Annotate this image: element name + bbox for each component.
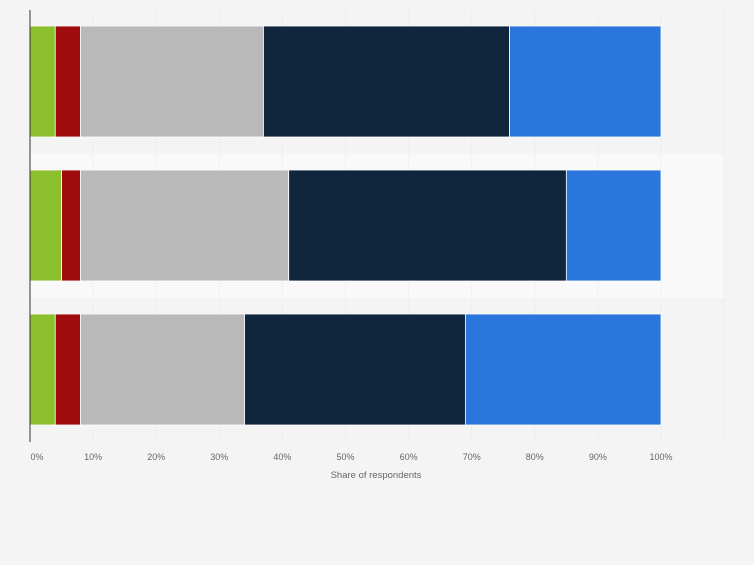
bar-segment [288, 169, 567, 282]
x-tick-label: 80% [526, 452, 544, 462]
bars [29, 25, 662, 426]
bar-segment [29, 313, 56, 426]
bar-segment [29, 25, 56, 138]
x-axis-title: Share of respondents [331, 470, 422, 481]
bar-segment [244, 313, 466, 426]
x-tick-label: 30% [210, 452, 228, 462]
bar-segment [80, 169, 290, 282]
bar-segment [80, 313, 245, 426]
x-tick-label: 70% [463, 452, 481, 462]
x-tick-label: 50% [336, 452, 354, 462]
x-tick-label: 20% [147, 452, 165, 462]
bar-segment [509, 25, 662, 138]
bar-segment [263, 25, 510, 138]
bar-segment [54, 313, 81, 426]
x-tick-label: 10% [84, 452, 102, 462]
bar-segment [29, 169, 62, 282]
bar-segment [565, 169, 662, 282]
bar-segment [80, 25, 264, 138]
x-tick-label: 0% [30, 452, 43, 462]
x-tick-label: 90% [589, 452, 607, 462]
bar-segment [61, 169, 81, 282]
x-tick-label: 60% [400, 452, 418, 462]
x-tick-label: 40% [273, 452, 291, 462]
x-tick-label: 100% [649, 452, 672, 462]
axes: 0% 10% 20% 30% 40% 50% 60% 70% 80% 90% 100% [29, 10, 673, 462]
bar-segment [464, 313, 662, 426]
bar-segment [54, 25, 81, 138]
